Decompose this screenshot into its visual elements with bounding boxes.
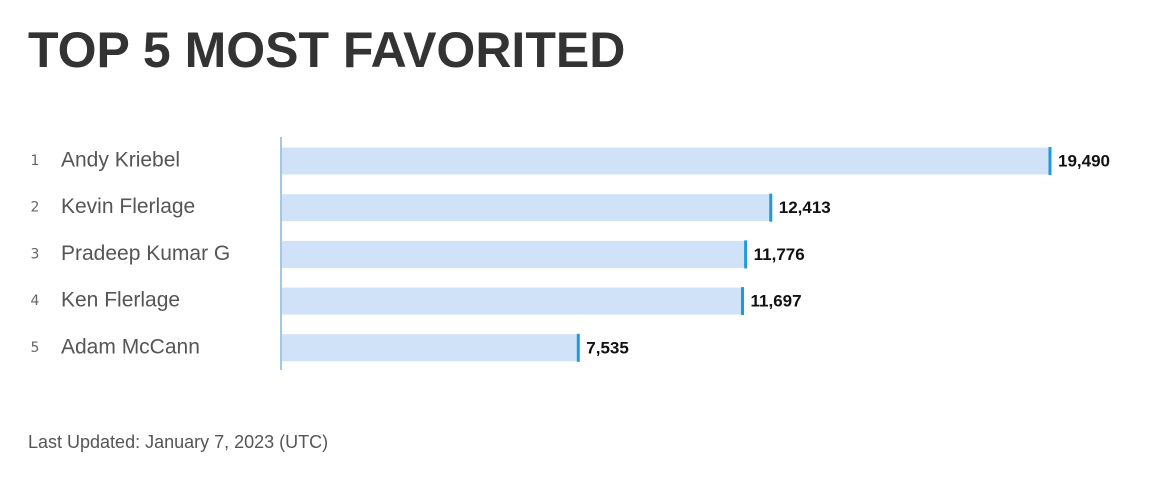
- rank-label: 2: [31, 200, 40, 216]
- rank-label: 3: [31, 246, 40, 262]
- category-label: Ken Flerlage: [61, 289, 180, 312]
- category-label: Adam McCann: [61, 335, 200, 358]
- bar: [282, 147, 1050, 175]
- value-label: 7,535: [586, 338, 629, 357]
- value-label: 19,490: [1058, 151, 1110, 170]
- category-label: Kevin Flerlage: [61, 195, 195, 218]
- bar: [282, 287, 743, 315]
- bar: [282, 334, 579, 362]
- rank-label: 1: [31, 153, 40, 169]
- bar: [282, 240, 746, 268]
- value-label: 12,413: [779, 198, 831, 217]
- rank-label: 4: [31, 293, 40, 309]
- chart-title: TOP 5 MOST FAVORITED: [28, 22, 625, 78]
- rank-label: 5: [31, 340, 40, 356]
- bar: [282, 194, 771, 222]
- category-label: Andy Kriebel: [61, 149, 180, 172]
- footnote: Last Updated: January 7, 2023 (UTC): [28, 432, 328, 452]
- category-label: Pradeep Kumar G: [61, 242, 230, 265]
- value-label: 11,776: [754, 245, 805, 264]
- value-label: 11,697: [751, 292, 802, 311]
